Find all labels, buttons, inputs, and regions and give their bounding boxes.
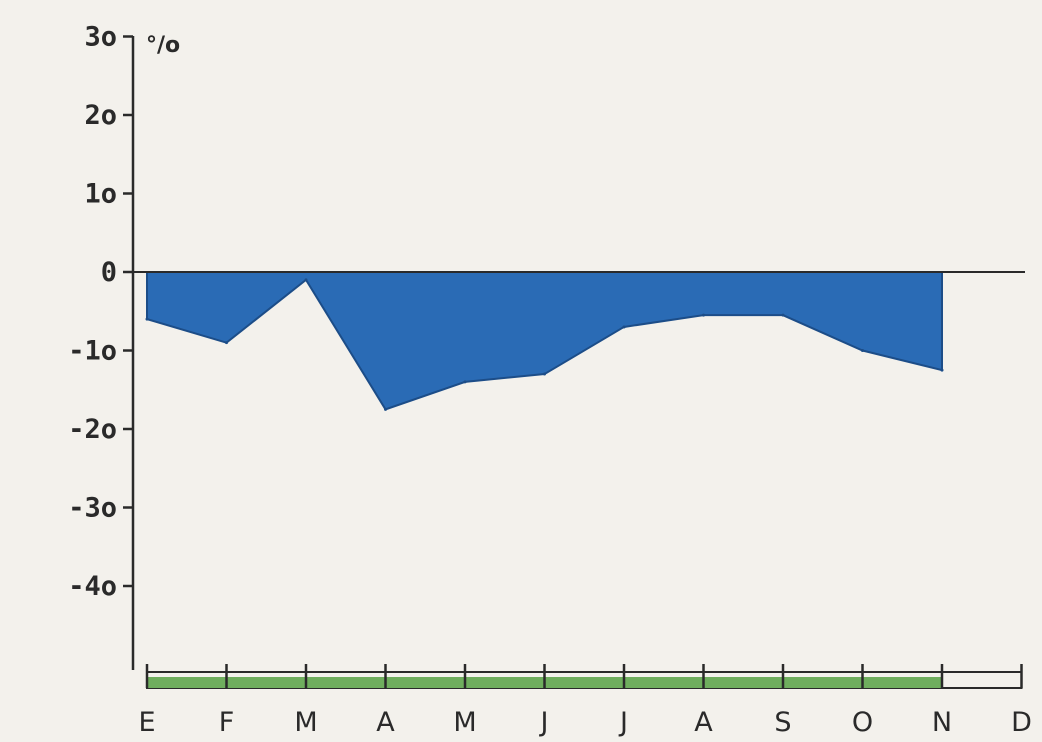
data-point [225, 341, 228, 345]
x-tick-label: O [852, 707, 873, 738]
data-point [622, 325, 626, 329]
x-tick-label: N [932, 707, 952, 738]
x-tick-label: J [618, 707, 628, 738]
data-point [861, 349, 864, 352]
x-tick-label: S [774, 707, 791, 738]
y-unit-label: °/o [146, 33, 180, 58]
x-tick-label: M [453, 707, 476, 738]
y-tick-label: 3o [84, 22, 117, 53]
y-ticks: 3o 2o 1o 0 -1o -2o -3o -4o [68, 22, 133, 602]
x-tick-label: J [539, 707, 549, 738]
y-tick-label: 0 [101, 257, 117, 288]
y-tick-label: 2o [84, 100, 117, 131]
x-tick-label: A [694, 707, 713, 738]
y-tick-label: -4o [68, 571, 117, 602]
data-point [702, 313, 705, 317]
area-series [146, 271, 943, 411]
x-tick-label: E [138, 707, 155, 738]
y-tick-label: -2o [68, 414, 117, 445]
area-layer [145, 271, 944, 411]
y-tick-label: -3o [68, 493, 117, 524]
y-tick-label: 1o [84, 179, 117, 210]
y-tick-label: -1o [68, 336, 117, 367]
season-bar [145, 664, 1023, 689]
data-point [145, 317, 149, 321]
data-point [940, 368, 944, 372]
data-point [463, 380, 467, 384]
data-point [304, 278, 308, 282]
x-tick-label: M [294, 707, 317, 738]
x-tick-label: A [376, 707, 395, 738]
data-point [781, 313, 785, 317]
x-tick-label: D [1011, 707, 1032, 738]
data-point [543, 372, 546, 376]
data-point [384, 407, 387, 411]
x-tick-label: F [219, 707, 235, 738]
